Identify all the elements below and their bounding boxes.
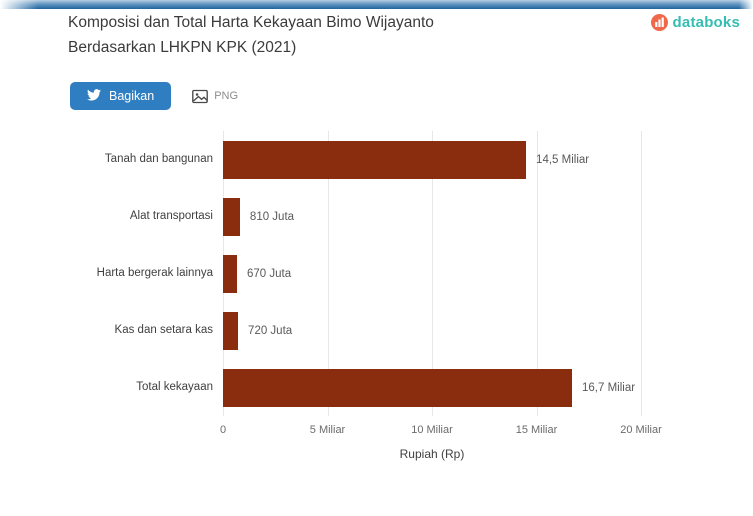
bar-value-label: 720 Juta (248, 324, 293, 337)
chart-row: Tanah dan bangunan 14,5 Miliar (0, 131, 753, 188)
bar (223, 140, 527, 179)
databoks-wordmark: databoks (672, 14, 740, 31)
bar (223, 197, 240, 236)
x-tick-label: 15 Miliar (515, 424, 558, 436)
bar-track: 16,7 Miliar (223, 359, 753, 416)
bar (223, 254, 237, 293)
share-button[interactable]: Bagikan (70, 82, 172, 110)
bar-track: 810 Juta (223, 188, 753, 245)
chart-title: Komposisi dan Total Harta Kekayaan Bimo … (68, 10, 548, 60)
chart-title-line2: Berdasarkan LHKPN KPK (2021) (68, 39, 297, 56)
bar-track: 670 Juta (223, 245, 753, 302)
x-tick-label: 0 (219, 424, 227, 436)
bar-track: 14,5 Miliar (223, 131, 753, 188)
bar (223, 311, 239, 350)
chart-row: Harta bergerak lainnya 670 Juta (0, 245, 753, 302)
bar-value-label: 16,7 Miliar (582, 381, 636, 394)
top-gradient-bar (0, 0, 753, 9)
x-axis: 0 5 Miliar 10 Miliar 15 Miliar 20 Miliar (219, 424, 662, 440)
bar-value-label: 810 Juta (249, 210, 295, 223)
bar-chart: Tanah dan bangunan 14,5 Miliar Alat transp… (0, 131, 753, 471)
category-label: Total kekayaan (136, 381, 213, 393)
category-label: Tanah dan bangunan (104, 153, 213, 165)
chart-title-line1: Komposisi dan Total Harta Kekayaan Bimo … (68, 14, 434, 31)
bar-value-label: 670 Juta (247, 267, 292, 280)
category-label: Kas dan setara kas (114, 324, 213, 336)
x-tick-label: 10 Miliar (411, 424, 453, 436)
x-tick-label: 5 Miliar (309, 424, 346, 436)
chart-row: Total kekayaan 16,7 Miliar (0, 359, 753, 416)
x-axis-title: Rupiah (Rp) (399, 447, 465, 461)
bar-track: 720 Juta (223, 302, 753, 359)
twitter-bird-icon (87, 88, 101, 104)
share-button-label: Bagikan (109, 89, 155, 103)
chart-rows: Tanah dan bangunan 14,5 Miliar Alat transp… (0, 131, 753, 416)
chart-row: Alat transportasi 810 Juta (0, 188, 753, 245)
x-tick-label: 20 Miliar (620, 424, 662, 436)
chart-row: Kas dan setara kas 720 Juta (0, 302, 753, 359)
category-label: Alat transportasi (129, 210, 213, 222)
category-label: Harta bergerak lainnya (96, 267, 213, 279)
download-png-label: PNG (214, 90, 239, 102)
toolbar: Bagikan PNG (70, 82, 247, 110)
bar-value-label: 14,5 Miliar (536, 153, 590, 166)
bar (223, 368, 573, 407)
databoks-logo[interactable]: databoks (650, 14, 740, 31)
image-icon (192, 89, 209, 104)
databoks-icon (650, 14, 668, 31)
download-png-button[interactable]: PNG (184, 82, 247, 110)
